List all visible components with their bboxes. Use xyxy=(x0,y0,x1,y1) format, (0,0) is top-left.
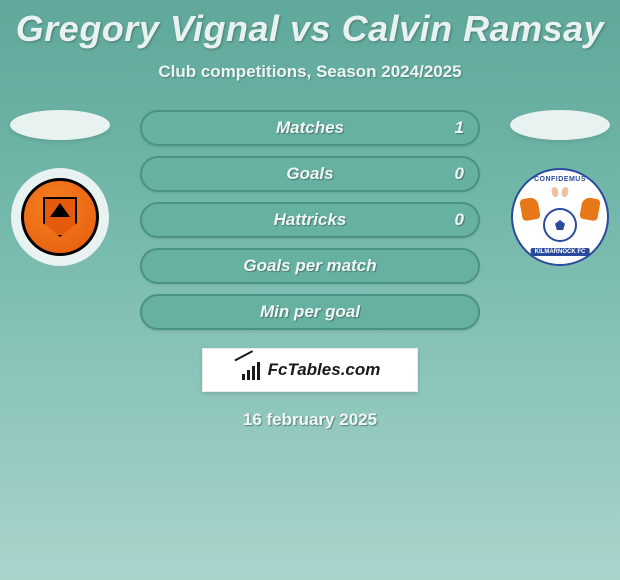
right-column: CONFIDEMUS KILMARNOCK FC xyxy=(510,110,610,266)
stat-row-min-per-goal: Min per goal xyxy=(140,294,480,330)
stat-row-goals-per-match: Goals per match xyxy=(140,248,480,284)
stat-value-right: 1 xyxy=(455,118,464,138)
club-badge-right-bottom-text: KILMARNOCK FC xyxy=(531,248,590,256)
club-badge-left xyxy=(11,168,109,266)
stat-value-right: 0 xyxy=(455,210,464,230)
club-badge-right-top-text: CONFIDEMUS xyxy=(534,176,586,183)
comparison-panel: CONFIDEMUS KILMARNOCK FC Matches 1 Goals… xyxy=(0,110,620,430)
brand-box[interactable]: FcTables.com xyxy=(202,348,418,392)
brand-label: FcTables.com xyxy=(268,360,381,380)
football-icon xyxy=(543,208,577,242)
stat-label: Matches xyxy=(276,118,344,138)
stat-label: Goals per match xyxy=(243,256,376,276)
stat-value-right: 0 xyxy=(455,164,464,184)
stat-label: Goals xyxy=(286,164,333,184)
stat-label: Hattricks xyxy=(274,210,347,230)
player-avatar-left-placeholder xyxy=(10,110,110,140)
stat-rows: Matches 1 Goals 0 Hattricks 0 Goals per … xyxy=(140,110,480,330)
left-column xyxy=(10,110,110,266)
club-badge-left-icon xyxy=(21,178,99,256)
player-avatar-right-placeholder xyxy=(510,110,610,140)
date-label: 16 february 2025 xyxy=(0,410,620,430)
stat-row-matches: Matches 1 xyxy=(140,110,480,146)
page-title: Gregory Vignal vs Calvin Ramsay xyxy=(0,0,620,50)
squirrel-right-icon xyxy=(579,197,601,222)
stat-label: Min per goal xyxy=(260,302,360,322)
stat-row-goals: Goals 0 xyxy=(140,156,480,192)
squirrel-left-icon xyxy=(519,197,541,222)
stat-row-hattricks: Hattricks 0 xyxy=(140,202,480,238)
subtitle: Club competitions, Season 2024/2025 xyxy=(0,62,620,82)
hands-icon xyxy=(553,187,567,199)
club-badge-right: CONFIDEMUS KILMARNOCK FC xyxy=(511,168,609,266)
bar-chart-icon xyxy=(240,360,262,380)
